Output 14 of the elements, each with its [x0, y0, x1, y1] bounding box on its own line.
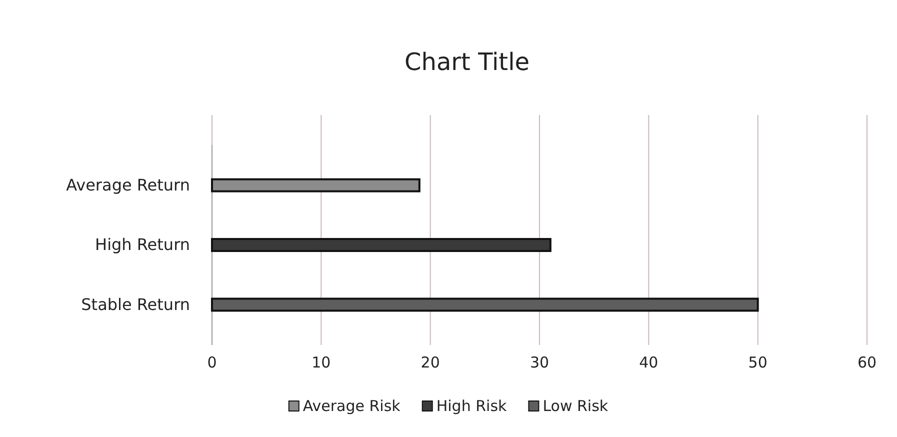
x-tick-label: 40 — [639, 354, 658, 372]
legend-label: High Risk — [436, 397, 508, 415]
y-tick-label: Stable Return — [81, 294, 190, 314]
legend-label: Average Risk — [302, 397, 401, 415]
chart-title: Chart Title — [404, 48, 530, 76]
legend-label: Low Risk — [542, 397, 608, 415]
x-tick-label: 60 — [857, 354, 877, 372]
y-tick-label: Average Return — [66, 175, 190, 194]
x-tick-label: 0 — [207, 354, 217, 372]
x-tick-label: 10 — [312, 354, 331, 372]
x-tick-label: 50 — [748, 354, 768, 372]
y-tick-label: High Return — [95, 235, 190, 254]
x-tick-label: 30 — [530, 354, 550, 372]
x-tick-label: 20 — [420, 354, 440, 372]
